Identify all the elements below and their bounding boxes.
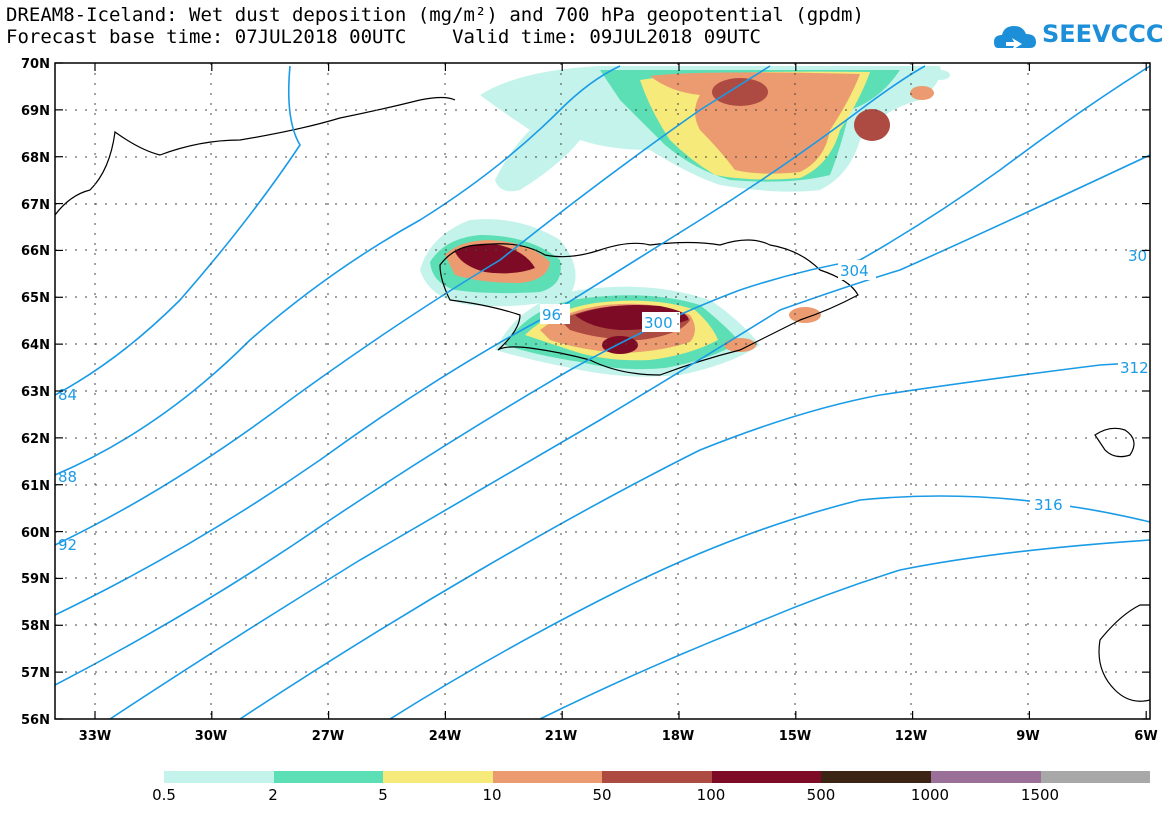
lon-label: 30W bbox=[195, 729, 227, 744]
contour-label: 96 bbox=[542, 306, 561, 324]
lon-label: 18W bbox=[662, 729, 694, 744]
colorbar-label: 500 bbox=[806, 786, 836, 804]
lon-label: 9W bbox=[1016, 729, 1039, 744]
contour-labels: 84 88 92 96 300 304 30 312 316 bbox=[58, 245, 1150, 554]
colorbar-segment bbox=[711, 771, 822, 783]
contour-label: 84 bbox=[58, 386, 77, 404]
colorbar-label: 50 bbox=[592, 786, 612, 804]
contour-label: 300 bbox=[644, 314, 673, 332]
lat-label: 57N bbox=[21, 666, 50, 681]
colorbar-label: 2 bbox=[268, 786, 278, 804]
lat-label: 61N bbox=[21, 479, 50, 494]
graticule bbox=[55, 63, 1150, 719]
colorbar-segment bbox=[164, 771, 274, 783]
map-title: DREAM8-Iceland: Wet dust deposition (mg/… bbox=[6, 4, 864, 26]
lat-label: 70N bbox=[21, 57, 50, 72]
colorbar-label: 10 bbox=[482, 786, 502, 804]
lon-label: 15W bbox=[779, 729, 811, 744]
lon-label: 6W bbox=[1134, 729, 1157, 744]
colorbar-label: 100 bbox=[696, 786, 726, 804]
contour-label: 304 bbox=[840, 262, 869, 280]
colorbar-label: 1500 bbox=[1020, 786, 1060, 804]
colorbar-segment bbox=[1040, 771, 1151, 783]
lat-label: 59N bbox=[21, 572, 50, 587]
contour-label: 30 bbox=[1128, 247, 1147, 265]
colorbar bbox=[164, 771, 1151, 783]
lat-label: 63N bbox=[21, 385, 50, 400]
logo-text: SEEVCCC bbox=[1042, 20, 1164, 48]
colorbar-segment bbox=[492, 771, 603, 783]
lon-label: 27W bbox=[312, 729, 344, 744]
colorbar-segment bbox=[383, 771, 493, 783]
lat-label: 62N bbox=[21, 432, 50, 447]
colorbar-segment bbox=[821, 771, 931, 783]
lat-ticks bbox=[55, 62, 1150, 720]
map-canvas: 84 88 92 96 300 304 30 312 316 70N 69 bbox=[21, 57, 1158, 744]
colorbar-label: 0.5 bbox=[152, 786, 176, 804]
colorbar-segment bbox=[602, 771, 712, 783]
lat-label: 56N bbox=[21, 713, 50, 728]
iceland-coast bbox=[439, 239, 859, 376]
lon-labels: 33W 30W 27W 24W 21W 18W 15W 12W 9W 6W bbox=[79, 729, 1158, 744]
contour-label: 88 bbox=[58, 468, 77, 486]
coastlines bbox=[55, 96, 1150, 702]
lon-label: 33W bbox=[79, 729, 111, 744]
greenland-coast bbox=[55, 96, 456, 216]
lat-label: 69N bbox=[21, 104, 50, 119]
lat-label: 66N bbox=[21, 244, 50, 259]
colorbar-segment bbox=[930, 771, 1041, 783]
lon-ticks bbox=[94, 63, 1147, 719]
lat-label: 60N bbox=[21, 526, 50, 541]
faroe-coast bbox=[1094, 427, 1135, 458]
lon-label: 12W bbox=[895, 729, 927, 744]
colorbar-segment bbox=[273, 771, 384, 783]
lon-label: 21W bbox=[545, 729, 577, 744]
cloud-logo-icon bbox=[994, 26, 1036, 50]
colorbar-label: 5 bbox=[378, 786, 388, 804]
colorbar-label: 1000 bbox=[910, 786, 950, 804]
contour-label: 92 bbox=[58, 536, 77, 554]
lon-label: 24W bbox=[429, 729, 461, 744]
lat-label: 58N bbox=[21, 619, 50, 634]
plume-core bbox=[712, 78, 768, 106]
map-header: DREAM8-Iceland: Wet dust deposition (mg/… bbox=[6, 4, 966, 48]
lat-label: 65N bbox=[21, 291, 50, 306]
lat-labels: 70N 69N 68N 67N 66N 65N 64N 63N 62N 61N … bbox=[21, 57, 50, 728]
dust-deposition-shading bbox=[420, 66, 950, 377]
scotland-coast bbox=[1098, 604, 1150, 702]
lat-label: 68N bbox=[21, 151, 50, 166]
lat-label: 64N bbox=[21, 338, 50, 353]
geopotential-contours bbox=[55, 65, 1150, 719]
contour-label: 312 bbox=[1120, 359, 1149, 377]
forecast-time-line: Forecast base time: 07JUL2018 00UTC Vali… bbox=[6, 26, 761, 48]
lat-label: 67N bbox=[21, 198, 50, 213]
contour-label: 316 bbox=[1034, 496, 1063, 514]
